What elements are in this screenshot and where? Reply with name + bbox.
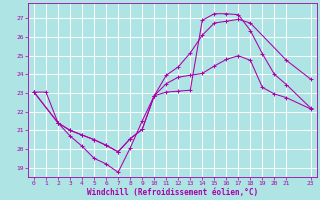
- X-axis label: Windchill (Refroidissement éolien,°C): Windchill (Refroidissement éolien,°C): [87, 188, 258, 197]
